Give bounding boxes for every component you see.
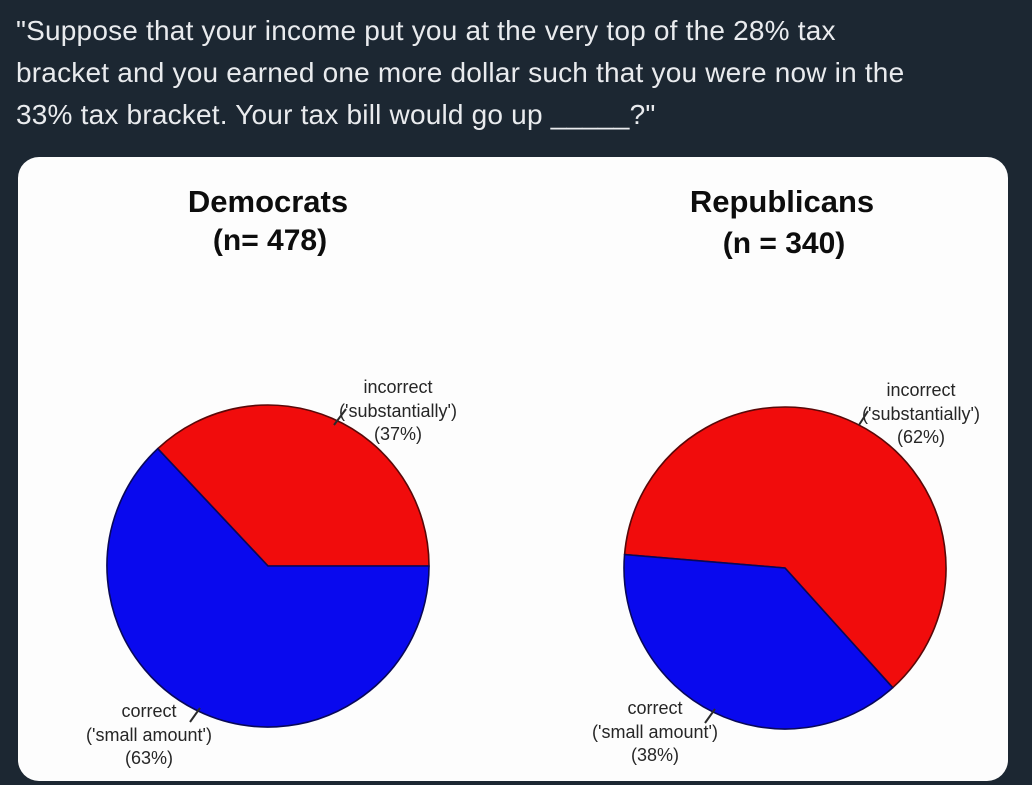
tweet-text-line: bracket and you earned one more dollar s… <box>16 57 905 88</box>
democrats-chart-title: Democrats <box>187 184 349 219</box>
slice-label-line: ('small amount') <box>86 724 212 745</box>
democrats-slice-incorrect <box>156 404 430 567</box>
slice-label-line: ('substantially') <box>339 400 457 421</box>
republicans-slice-incorrect <box>623 406 947 689</box>
tweet-text-line: 33% tax bracket. Your tax bill would go … <box>16 99 656 130</box>
democrats-sample-size: (n= 478) <box>212 224 328 257</box>
democrats-correct-label: correct ('small amount') (63%) <box>86 700 212 771</box>
republicans-pie-chart <box>623 406 947 730</box>
slice-label-line: incorrect <box>363 377 433 397</box>
slice-label-line: incorrect <box>886 380 956 400</box>
slice-label-line: correct <box>121 701 177 721</box>
republicans-incorrect-label: incorrect ('substantially') (62%) <box>862 379 980 450</box>
republicans-correct-label: correct ('small amount') (38%) <box>592 697 718 768</box>
republicans-sample-size: (n = 340) <box>722 227 846 260</box>
tweet-text: "Suppose that your income put you at the… <box>16 10 904 136</box>
slice-label-line: ('small amount') <box>592 721 718 742</box>
slice-label-line: ('substantially') <box>862 403 980 424</box>
slice-label-line: correct <box>627 698 683 718</box>
chart-image-card: Democrats (n= 478) incorrect ('substanti… <box>18 157 1008 781</box>
democrats-incorrect-label: incorrect ('substantially') (37%) <box>339 376 457 447</box>
slice-label-line: (62%) <box>896 427 946 447</box>
slice-label-line: (38%) <box>630 745 679 765</box>
democrats-slice-correct <box>106 447 430 728</box>
slice-label-line: (37%) <box>373 424 423 444</box>
democrats-pie-chart <box>106 404 430 728</box>
tweet-text-line: "Suppose that your income put you at the… <box>16 15 836 46</box>
republicans-chart-title: Republicans <box>689 184 875 219</box>
slice-label-line: (63%) <box>124 748 173 768</box>
